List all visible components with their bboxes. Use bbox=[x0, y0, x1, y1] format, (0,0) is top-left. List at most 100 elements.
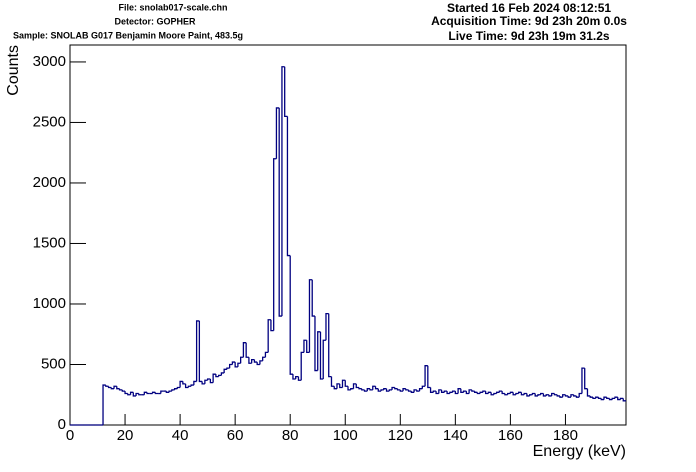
histogram-bin bbox=[399, 389, 404, 392]
histogram-bin bbox=[553, 393, 558, 396]
histogram-bin bbox=[622, 398, 626, 402]
histogram-bin bbox=[328, 313, 332, 378]
histogram-bin bbox=[523, 392, 527, 395]
histogram-bin bbox=[440, 389, 445, 393]
histogram-bin bbox=[537, 394, 541, 396]
x-tick-label: 0 bbox=[66, 427, 74, 444]
histogram-bin bbox=[383, 388, 387, 390]
histogram-bin bbox=[124, 391, 128, 395]
histogram-bin bbox=[611, 397, 615, 400]
histogram-bin bbox=[344, 380, 348, 387]
histogram-bin bbox=[361, 388, 365, 391]
y-tick-label: 500 bbox=[41, 355, 66, 372]
histogram-bin bbox=[314, 316, 318, 372]
histogram-bin bbox=[179, 380, 183, 388]
histogram-bin bbox=[465, 391, 470, 395]
histogram-bin bbox=[173, 388, 178, 390]
histogram-bin bbox=[363, 389, 368, 392]
histogram-bin bbox=[462, 390, 467, 393]
x-tick-label: 80 bbox=[282, 427, 299, 444]
histogram-bin bbox=[603, 396, 607, 400]
header-started: Started 16 Feb 2024 08:12:51 bbox=[447, 1, 611, 15]
histogram-bin bbox=[278, 107, 282, 317]
histogram-bin bbox=[350, 388, 354, 390]
histogram-bin bbox=[330, 376, 335, 387]
histogram-bin bbox=[182, 381, 186, 385]
histogram-bin bbox=[242, 342, 247, 358]
histogram-bin bbox=[509, 391, 514, 394]
histogram-bin bbox=[534, 393, 538, 397]
histogram-bin bbox=[438, 389, 442, 394]
histogram-bin bbox=[427, 365, 431, 389]
histogram-bin bbox=[570, 394, 574, 398]
histogram-bin bbox=[520, 392, 525, 396]
histogram-bin bbox=[284, 66, 288, 118]
histogram-bin bbox=[443, 390, 448, 393]
histogram-bin bbox=[259, 360, 263, 365]
histogram-bin bbox=[449, 391, 453, 394]
histogram-bin bbox=[193, 380, 197, 386]
histogram-bin bbox=[377, 388, 382, 392]
histogram-bin bbox=[273, 158, 277, 331]
histogram-bin bbox=[212, 373, 216, 383]
histogram-bin bbox=[617, 397, 621, 401]
histogram-bin bbox=[297, 376, 302, 381]
header-detector: Detector: GOPHER bbox=[114, 16, 196, 26]
histogram-bin bbox=[154, 392, 159, 395]
histogram-bin bbox=[168, 390, 172, 393]
histogram-bin bbox=[407, 389, 412, 392]
histogram-bin bbox=[256, 362, 260, 366]
histogram-bin bbox=[413, 389, 417, 393]
histogram-bin bbox=[482, 390, 486, 393]
x-tick-label: 140 bbox=[443, 427, 468, 444]
histogram-bin bbox=[143, 391, 148, 395]
histogram-bin bbox=[190, 384, 194, 387]
header-live: Live Time: 9d 23h 19m 31.2s bbox=[448, 29, 610, 43]
x-tick-label: 100 bbox=[333, 427, 358, 444]
histogram-bin bbox=[581, 367, 585, 394]
histogram-bin bbox=[402, 388, 406, 392]
histogram-bin bbox=[394, 387, 398, 390]
histogram-bin bbox=[251, 359, 255, 364]
x-tick-label: 180 bbox=[553, 427, 578, 444]
histogram-bin bbox=[204, 379, 208, 384]
histogram-bin bbox=[454, 391, 459, 395]
histogram-bin bbox=[608, 398, 613, 401]
histogram-bin bbox=[336, 383, 340, 389]
histogram-bin bbox=[110, 387, 115, 390]
histogram-bin bbox=[435, 391, 439, 395]
histogram-bin bbox=[223, 368, 227, 373]
histogram-bin bbox=[176, 386, 181, 389]
histogram-bin bbox=[526, 393, 530, 397]
histogram-bin bbox=[540, 392, 544, 395]
histogram-bin bbox=[102, 384, 106, 425]
histogram-bin bbox=[391, 386, 395, 390]
histogram-bin bbox=[286, 116, 291, 257]
histogram-bin bbox=[303, 339, 307, 353]
histogram-bin bbox=[339, 383, 343, 389]
histogram-bin bbox=[341, 379, 346, 388]
histogram-bin bbox=[198, 320, 203, 383]
y-tick-label: 2500 bbox=[33, 113, 66, 130]
histogram-bin bbox=[237, 362, 241, 367]
histogram-bin bbox=[253, 359, 258, 363]
histogram-bin bbox=[424, 365, 428, 387]
x-tick-label: 60 bbox=[227, 427, 244, 444]
histogram-bin bbox=[548, 394, 552, 397]
histogram-bin bbox=[319, 331, 324, 380]
histogram-bin bbox=[573, 394, 577, 397]
histogram-bin bbox=[473, 391, 478, 393]
histogram-bin bbox=[171, 389, 175, 392]
histogram-bin bbox=[446, 391, 450, 395]
x-tick-label: 120 bbox=[388, 427, 413, 444]
histogram-bin bbox=[529, 394, 533, 396]
histogram-bin bbox=[556, 394, 560, 397]
histogram-bin bbox=[589, 395, 593, 398]
histogram-bin bbox=[531, 392, 536, 395]
histogram-bin bbox=[217, 374, 222, 377]
histogram-bin bbox=[619, 397, 624, 400]
histogram-bin bbox=[460, 388, 464, 393]
histogram-bin bbox=[317, 331, 321, 371]
histogram-bin bbox=[421, 385, 426, 389]
